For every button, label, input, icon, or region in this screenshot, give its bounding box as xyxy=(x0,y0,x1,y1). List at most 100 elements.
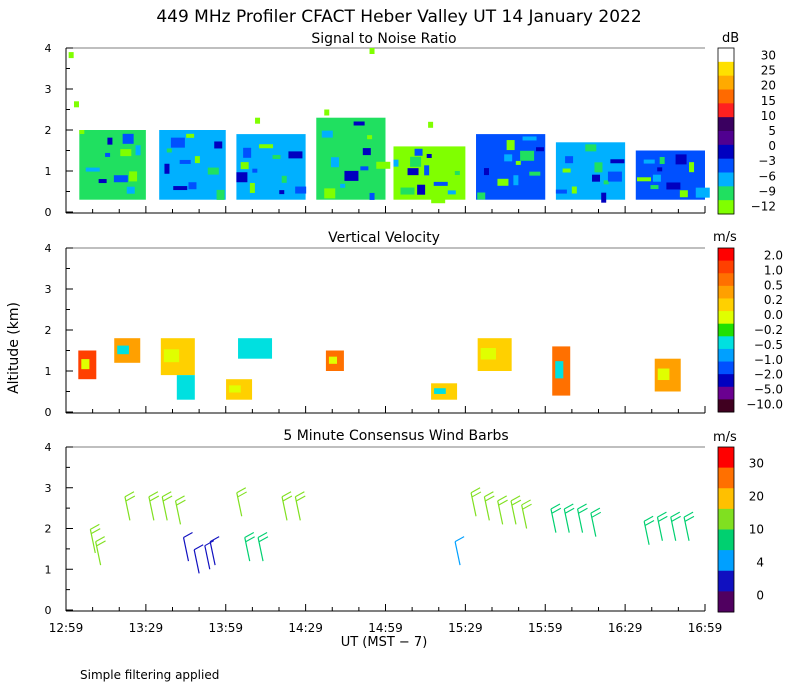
vv-colorbar-label: 0.0 xyxy=(764,308,783,322)
vv-subpatch xyxy=(434,388,446,394)
wind-barb-13 xyxy=(281,491,293,521)
y-tick-label: 4 xyxy=(45,42,52,55)
wind-barb-8 xyxy=(204,540,215,570)
y-tick-label: 0 xyxy=(45,604,52,617)
barb-feather xyxy=(209,536,220,543)
snr-speck xyxy=(428,121,434,128)
snr-cell xyxy=(610,159,625,164)
snr-cell xyxy=(424,165,430,176)
barb-feather xyxy=(564,507,575,514)
snr-cell xyxy=(107,137,113,145)
snr-cell xyxy=(695,187,710,198)
vv-colorbar-swatch xyxy=(718,285,734,299)
wind-barb-24 xyxy=(590,507,602,537)
vv-colorbar-swatch xyxy=(718,311,734,325)
snr-cell xyxy=(353,121,365,126)
barb-feather xyxy=(471,491,482,498)
colorbar-unit-snr: dB xyxy=(722,31,739,46)
wind-barb-23 xyxy=(576,503,588,533)
snr-cell xyxy=(585,144,597,152)
snr-cell xyxy=(265,179,277,184)
snr-cell xyxy=(170,137,185,148)
snr-cell xyxy=(100,163,109,171)
snr-cell xyxy=(410,156,422,167)
barb-feather xyxy=(644,519,655,526)
snr-cell xyxy=(337,126,343,137)
vv-subpatch xyxy=(117,345,129,355)
barb-feather xyxy=(670,511,681,518)
snr-cell xyxy=(92,141,104,146)
snr-cell xyxy=(513,175,519,186)
wind-barb-21 xyxy=(550,503,562,533)
snr-speck xyxy=(73,101,79,108)
vv-subpatch xyxy=(241,344,257,352)
vv-colorbar-swatch xyxy=(718,386,734,400)
snr-cell xyxy=(426,153,432,158)
barb-feather xyxy=(498,499,508,506)
wind-colorbar-label: 30 xyxy=(749,457,764,471)
vv-colorbar-frame xyxy=(717,247,735,413)
snr-cell xyxy=(506,140,515,151)
snr-colorbar-swatch xyxy=(718,103,734,118)
snr-cell xyxy=(346,152,361,157)
snr-cell xyxy=(376,161,391,169)
snr-cell xyxy=(689,162,695,173)
barb-feather xyxy=(643,515,654,522)
snr-colorbar-swatch xyxy=(718,131,734,146)
snr-cell xyxy=(454,170,460,175)
x-tick-label: 13:59 xyxy=(208,621,243,635)
snr-cell xyxy=(393,159,399,167)
snr-cell xyxy=(216,189,225,200)
snr-cell xyxy=(83,182,98,193)
wind-barb-28 xyxy=(683,511,695,541)
snr-cell xyxy=(186,133,195,138)
wind-barb-14 xyxy=(294,491,306,521)
snr-cell xyxy=(536,147,545,152)
vv-colorbar-label: −0.5 xyxy=(754,338,783,352)
vv-subpatch xyxy=(81,359,90,370)
y-tick-label: 4 xyxy=(45,441,52,454)
snr-cell xyxy=(201,130,216,137)
wind-colorbar-frame xyxy=(717,446,735,613)
snr-speck xyxy=(369,48,375,54)
snr-cell xyxy=(295,186,307,194)
figure-title: 449 MHz Profiler CFACT Heber Valley UT 1… xyxy=(156,7,641,27)
wind-barb-3 xyxy=(148,491,160,521)
barb-feather xyxy=(510,495,521,502)
barb-feather xyxy=(522,503,532,510)
snr-cell xyxy=(360,166,369,171)
barb-feather xyxy=(484,491,494,498)
snr-block-3 xyxy=(316,117,386,200)
barb-feather xyxy=(257,532,268,539)
snr-cell xyxy=(571,186,577,194)
snr-cell xyxy=(135,145,141,156)
barb-staff xyxy=(193,549,200,574)
footnote: Simple filtering applied xyxy=(80,668,219,682)
snr-cell xyxy=(173,186,188,191)
snr-cell xyxy=(85,167,100,172)
wind-barb-16 xyxy=(470,487,482,517)
snr-cell xyxy=(126,186,135,194)
y-axis-label: Altitude (km) xyxy=(6,302,22,394)
vv-colorbar-swatch xyxy=(718,298,734,312)
snr-cell xyxy=(367,135,373,140)
vv-colorbar-label: 0.2 xyxy=(764,293,783,307)
snr-cell xyxy=(281,175,287,183)
snr-cell xyxy=(433,181,448,186)
barb-feather xyxy=(551,507,562,514)
x-tick-label: 15:29 xyxy=(448,621,483,635)
snr-cell xyxy=(344,170,359,181)
barb-feather xyxy=(175,495,185,502)
barb-feather xyxy=(245,536,255,543)
wind-colorbar-swatch xyxy=(718,508,734,530)
barb-feather xyxy=(564,503,574,510)
y-tick-label: 2 xyxy=(45,324,52,337)
snr-cell xyxy=(113,175,128,183)
panel-title-snr: Signal to Noise Ratio xyxy=(311,31,456,47)
barb-feather xyxy=(162,495,173,502)
snr-colorbar-label: 20 xyxy=(761,79,776,93)
snr-cell xyxy=(272,154,281,159)
snr-colorbar-swatch xyxy=(718,89,734,104)
snr-colorbar-label: −6 xyxy=(758,169,776,183)
